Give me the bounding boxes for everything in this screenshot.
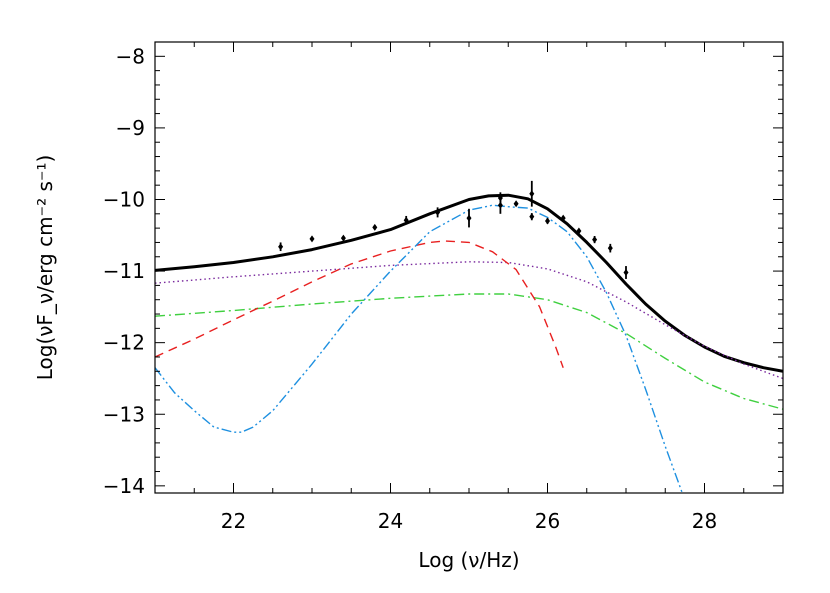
data-point <box>309 235 315 243</box>
data-point <box>497 196 503 214</box>
point-marker <box>278 243 284 251</box>
point-marker <box>435 208 441 216</box>
data-point <box>560 214 566 222</box>
point-marker <box>529 190 535 198</box>
data-point <box>607 243 613 253</box>
point-marker <box>545 217 550 225</box>
y-tick-label: −14 <box>103 474 145 498</box>
point-marker <box>576 227 582 235</box>
data-point <box>529 180 535 207</box>
x-tick-label: 28 <box>692 509 717 533</box>
x-tick-label: 26 <box>535 509 560 533</box>
point-marker <box>309 235 315 243</box>
data-point <box>372 223 378 231</box>
x-tick-label: 24 <box>378 509 403 533</box>
series-line-red-dashed <box>155 240 564 368</box>
point-marker <box>513 200 519 208</box>
series-line-purple-dotted <box>155 261 783 380</box>
point-marker <box>623 269 629 277</box>
data-point <box>466 208 472 228</box>
series-line-blue-dashdotdot <box>155 204 684 493</box>
data-point <box>545 217 550 225</box>
y-tick-label: −8 <box>116 44 145 68</box>
data-point <box>529 213 535 221</box>
x-axis-title: Log (ν/Hz) <box>418 548 519 572</box>
data-point <box>403 215 409 225</box>
y-axis-title: Log(νF_ν/erg cm⁻² s⁻¹) <box>33 155 57 381</box>
x-tick-label: 22 <box>221 509 246 533</box>
data-point <box>513 200 519 208</box>
y-tick-label: −10 <box>103 187 145 211</box>
point-marker <box>403 216 409 224</box>
data-point <box>340 234 346 242</box>
point-marker <box>560 214 566 222</box>
series-line-total <box>155 193 783 373</box>
y-tick-label: −9 <box>116 116 145 140</box>
point-marker <box>497 201 503 209</box>
point-marker <box>607 244 613 252</box>
point-marker <box>466 214 472 222</box>
y-tick-label: −12 <box>103 331 145 355</box>
point-marker <box>592 236 598 244</box>
series-layer <box>155 193 783 493</box>
axes-layer: 22 24 26 28 −14 −13 −12 −11 −10 −9 −8 <box>103 42 784 533</box>
series-line-green-dashdot <box>155 293 783 410</box>
point-marker <box>372 223 378 231</box>
point-marker <box>340 234 346 242</box>
data-point <box>623 266 629 279</box>
data-point <box>435 207 441 218</box>
data-point <box>592 236 598 244</box>
plot-frame <box>154 41 784 494</box>
data-point <box>576 227 582 235</box>
y-tick-label: −11 <box>103 259 145 283</box>
y-tick-label: −13 <box>103 402 145 426</box>
data-point <box>278 242 284 252</box>
point-marker <box>529 213 535 221</box>
data-points-layer <box>278 180 629 279</box>
